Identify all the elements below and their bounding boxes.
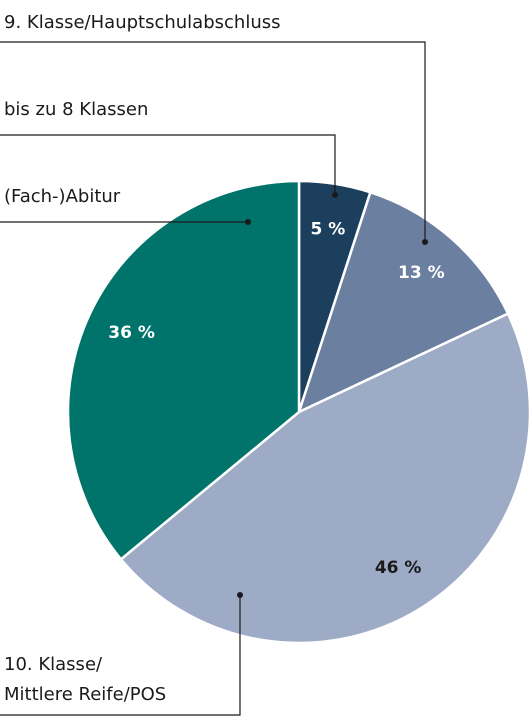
slice: [66, 179, 301, 562]
slices: [66, 179, 529, 645]
leader-dot: [237, 592, 243, 598]
category-label: (Fach-)Abitur: [4, 186, 121, 207]
leader-dots: [237, 192, 428, 598]
data-label: 5 %: [311, 219, 346, 239]
category-label: 9. Klasse/Hauptschulabschluss: [4, 12, 281, 33]
leader-line: [0, 41, 426, 242]
category-label: bis zu 8 Klassen: [4, 99, 149, 120]
leader-dot: [422, 239, 428, 245]
leaders: [0, 41, 426, 716]
data-label: 36 %: [108, 323, 155, 343]
category-label: 10. Klasse/ Mittlere Reife/POS: [4, 654, 167, 705]
leader-line: [0, 595, 241, 716]
slice: [119, 311, 529, 645]
leader-dot: [332, 192, 338, 198]
leader-dot: [245, 219, 251, 225]
data-label: 13 %: [398, 263, 445, 283]
slice: [296, 190, 510, 415]
data-label: 46 %: [375, 558, 422, 578]
leader-line: [0, 134, 336, 195]
